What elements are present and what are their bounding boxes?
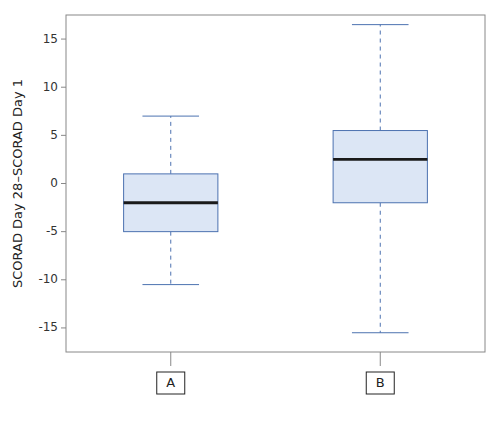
category-label: B [376, 375, 385, 390]
box-group [333, 25, 427, 333]
y-tick-label: -15 [38, 320, 58, 334]
y-tick-label: -10 [38, 272, 58, 286]
category-connector [380, 352, 381, 366]
whisker-low [170, 232, 171, 285]
y-tick [61, 39, 66, 40]
whisker-high [170, 116, 171, 174]
chart: -15 -10 -5 0 5 10 15 SCORAD Day 28–SCORAD Day 1… [0, 0, 500, 422]
y-axis-label: SCORAD Day 28–SCORAD Day 1 [10, 79, 25, 288]
y-axis: -15 -10 -5 0 5 10 15 [38, 32, 66, 335]
y-tick [61, 183, 66, 184]
y-tick-label: 0 [50, 176, 58, 190]
cap-high [142, 116, 199, 117]
y-tick-label: 5 [50, 128, 58, 142]
whisker-low [380, 203, 381, 333]
y-tick [61, 87, 66, 88]
y-tick-label: 15 [43, 32, 58, 46]
box-group [124, 116, 218, 285]
category-label: A [166, 375, 175, 390]
whisker-high [380, 25, 381, 131]
cap-high [352, 24, 409, 25]
plot-frame [66, 15, 485, 352]
y-tick-label: -5 [46, 224, 58, 238]
category-connector [170, 352, 171, 366]
y-tick-label: 10 [43, 80, 58, 94]
chart-container: -15 -10 -5 0 5 10 15 SCORAD Day 28–SCORAD Day 1… [0, 0, 500, 422]
y-tick [61, 135, 66, 136]
category-labels: AB [157, 352, 395, 394]
box [124, 174, 218, 232]
y-tick [61, 327, 66, 328]
y-tick [61, 279, 66, 280]
boxes [124, 25, 428, 333]
box [333, 131, 427, 203]
median [333, 158, 427, 161]
y-tick [61, 231, 66, 232]
cap-low [142, 284, 199, 285]
median [124, 201, 218, 204]
category-box [157, 372, 185, 394]
cap-low [352, 332, 409, 333]
category-box [366, 372, 394, 394]
